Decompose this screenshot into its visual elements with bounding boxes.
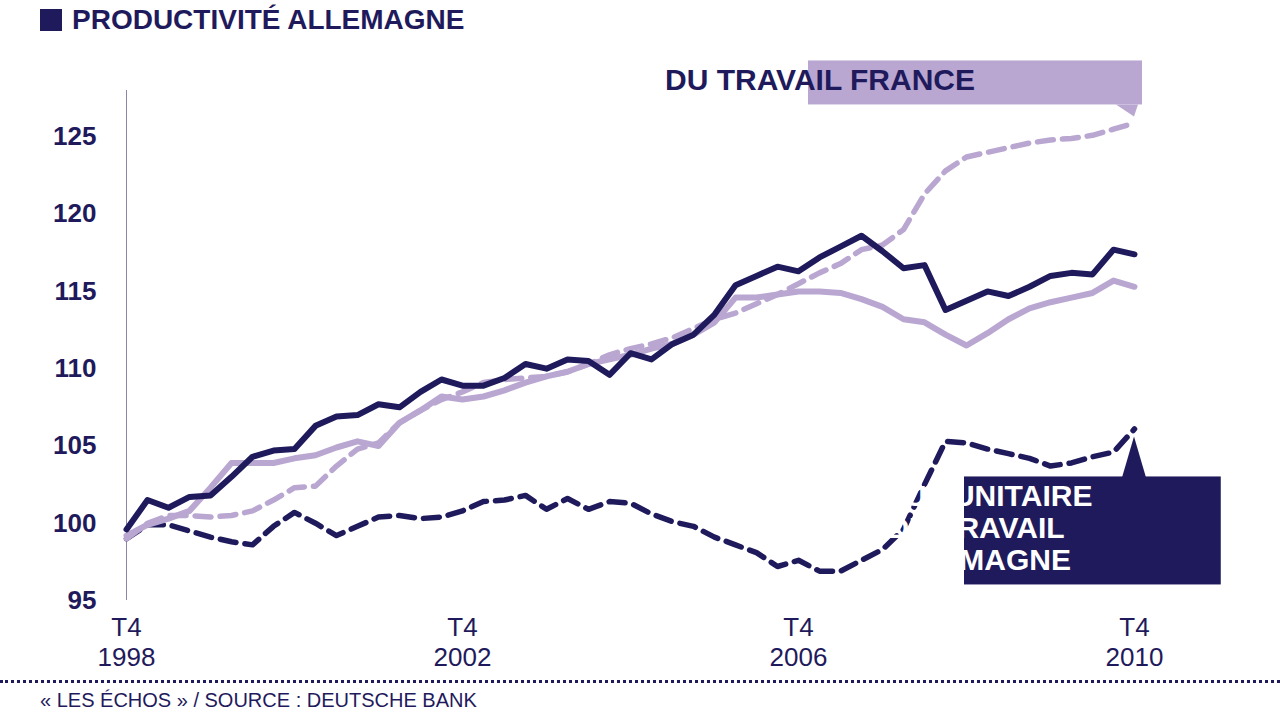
svg-text:120: 120 <box>53 198 96 228</box>
svg-text:105: 105 <box>53 430 96 460</box>
svg-text:95: 95 <box>68 585 97 615</box>
svg-text:DU TRAVAIL FRANCE: DU TRAVAIL FRANCE <box>665 63 975 96</box>
svg-text:125: 125 <box>53 121 96 151</box>
svg-text:T42010: T42010 <box>1106 612 1164 672</box>
html-text:« LES ÉCHOS » / SOURCE : DEUTS: « LES ÉCHOS » / SOURCE : DEUTSCHE BANK <box>40 689 477 711</box>
svg-text:T42006: T42006 <box>770 612 828 672</box>
svg-text:110: 110 <box>55 353 97 383</box>
svg-text:100: 100 <box>53 508 96 538</box>
svg-text:T42002: T42002 <box>434 612 492 672</box>
svg-text:T41998: T41998 <box>98 612 156 672</box>
svg-text:115: 115 <box>55 276 97 306</box>
html-text:PRODUCTIVITÉ ALLEMAGNE: PRODUCTIVITÉ ALLEMAGNE <box>72 4 465 35</box>
svg-text:COÛT UNITAIREDU TRAVAILALLEMAG: COÛT UNITAIREDU TRAVAILALLEMAGNE <box>860 479 1093 576</box>
